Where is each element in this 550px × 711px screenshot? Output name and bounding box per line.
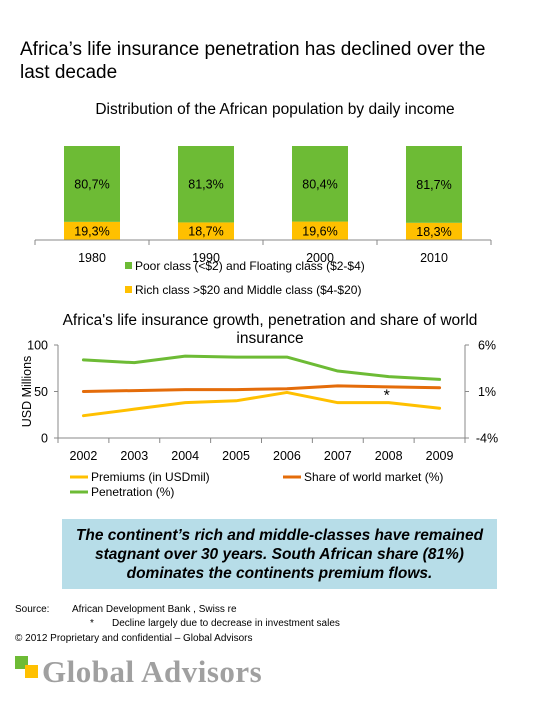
bar-data-label-1980: 80,7% bbox=[74, 177, 109, 191]
bar-segment-poor-floating-1980 bbox=[64, 146, 120, 222]
line-right-tick-label: 1% bbox=[478, 385, 496, 399]
line-right-tick-label: -4% bbox=[476, 432, 498, 446]
bar-segment-poor-floating-1990 bbox=[178, 146, 234, 223]
source-label: Source: bbox=[15, 604, 50, 615]
line-left-tick-label: 0 bbox=[41, 432, 48, 446]
bar-data-label-1990: 18,7% bbox=[188, 225, 223, 239]
footnote-marker: * bbox=[90, 618, 94, 629]
bar-segment-rich-middle-1990 bbox=[178, 222, 234, 240]
bar-x-tick-label: 2000 bbox=[306, 251, 334, 265]
global-advisors-logo-icon bbox=[15, 656, 38, 678]
page-title: Africa’s life insurance penetration has … bbox=[20, 39, 486, 83]
line-x-tick-label: 2002 bbox=[70, 449, 98, 463]
line-chart-title: Africa's life insurance growth, penetrat… bbox=[62, 312, 478, 347]
bar-chart-title: Distribution of the African population b… bbox=[95, 101, 455, 118]
bar-data-label-2000: 19,6% bbox=[302, 224, 337, 238]
bar-legend-swatch bbox=[125, 262, 132, 269]
line-x-tick-label: 2006 bbox=[273, 449, 301, 463]
bar-data-label-2000: 80,4% bbox=[302, 177, 337, 191]
line-left-tick-label: 50 bbox=[34, 385, 48, 399]
bar-data-label-1980: 19,3% bbox=[74, 224, 109, 238]
line-left-tick-label: 100 bbox=[27, 339, 48, 353]
insurance-growth-chart: 0 50 100 -4% 1% 6% USD Millions 2002 2003 2004 200… bbox=[20, 339, 498, 500]
bar-x-tick-label: 1990 bbox=[192, 251, 220, 265]
series-line-premiums-in-usdmil bbox=[81, 390, 442, 418]
line-x-tick-label: 2007 bbox=[324, 449, 352, 463]
bar-segment-rich-middle-1980 bbox=[64, 221, 120, 240]
bar-legend-swatch bbox=[125, 286, 132, 293]
bar-segment-poor-floating-2000 bbox=[292, 146, 348, 222]
bar-data-label-1990: 81,3% bbox=[188, 178, 223, 192]
line-x-tick-label: 2005 bbox=[222, 449, 250, 463]
bar-segment-rich-middle-2000 bbox=[292, 221, 348, 240]
line-legend-label: Share of world market (%) bbox=[304, 470, 443, 484]
bar-segment-poor-floating-2010 bbox=[406, 146, 462, 223]
line-legend-label: Penetration (%) bbox=[91, 485, 174, 499]
line-y-axis-title: USD Millions bbox=[20, 356, 34, 428]
income-distribution-chart: 19,3% 80,7% 1980 18,7% 81,3% 1990 19,6% 80,4% 20… bbox=[34, 146, 492, 297]
bar-data-label-2010: 18,3% bbox=[416, 225, 451, 239]
line-x-tick-label: 2009 bbox=[426, 449, 454, 463]
line-x-tick-label: 2004 bbox=[171, 449, 199, 463]
copyright-text: © 2012 Proprietary and confidential – Gl… bbox=[15, 633, 253, 644]
line-legend-label: Premiums (in USDmil) bbox=[91, 470, 210, 484]
bar-segment-rich-middle-2010 bbox=[406, 222, 462, 240]
line-x-tick-label: 2003 bbox=[120, 449, 148, 463]
source-text: African Development Bank , Swiss re bbox=[72, 604, 237, 615]
bar-x-tick-label: 2010 bbox=[420, 251, 448, 265]
bar-legend-label: Rich class >$20 and Middle class ($4-$20… bbox=[135, 283, 361, 297]
series-line-share-of-world-market bbox=[81, 384, 442, 393]
global-advisors-logo-text: Global Advisors bbox=[42, 654, 263, 689]
footnote-text: Decline largely due to decrease in inves… bbox=[112, 618, 340, 629]
bar-legend-label: Poor class (<$2) and Floating class ($2-… bbox=[135, 259, 365, 273]
line-x-tick-label: 2008 bbox=[375, 449, 403, 463]
key-message-callout: The continent’s rich and middle-classes … bbox=[62, 519, 497, 589]
bar-x-tick-label: 1980 bbox=[78, 251, 106, 265]
line-right-tick-label: 6% bbox=[478, 339, 496, 353]
bar-data-label-2010: 81,7% bbox=[416, 178, 451, 192]
premium-decline-annotation: * bbox=[384, 388, 390, 405]
series-line-penetration bbox=[81, 354, 442, 381]
